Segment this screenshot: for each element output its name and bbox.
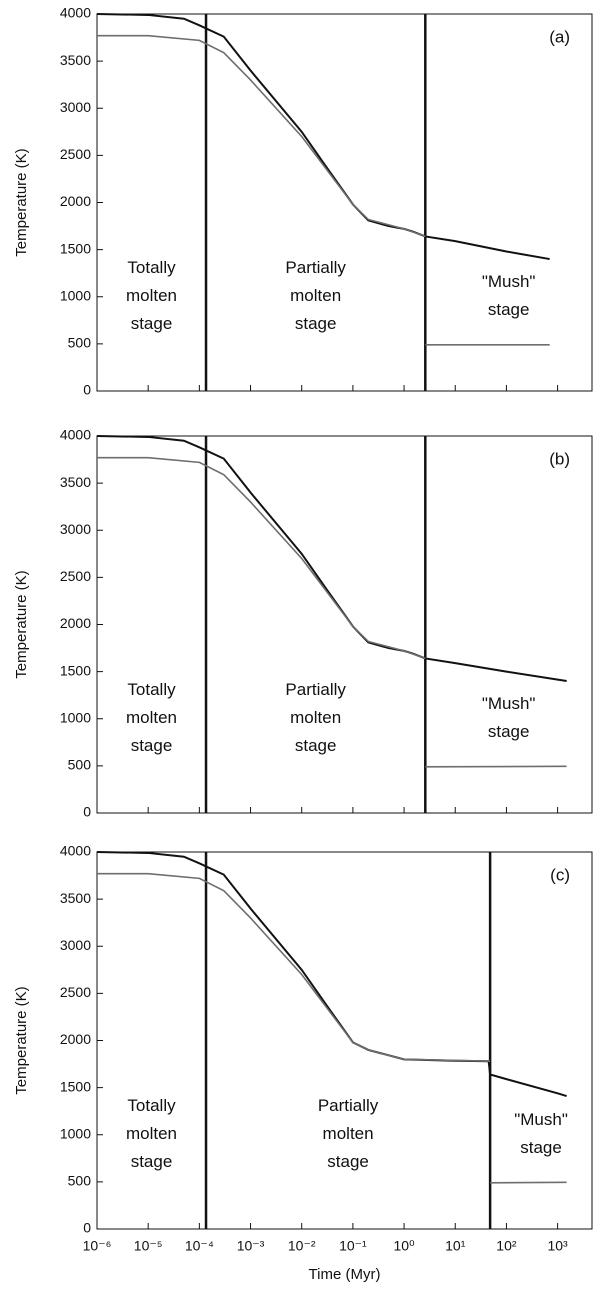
y-tick-label: 3000 [60, 99, 91, 115]
stage-label: stage [327, 1152, 369, 1171]
y-tick-label: 1000 [60, 287, 91, 303]
temperature-line [96, 13, 550, 261]
y-axis-title: Temperature (K) [13, 986, 30, 1094]
stage-label: stage [131, 1152, 173, 1171]
temperature-line [97, 456, 426, 660]
stage-label: stage [488, 722, 530, 741]
y-tick-label: 4000 [60, 427, 91, 443]
stage-label: Totally [127, 1096, 176, 1115]
x-tick-label: 10⁻⁴ [185, 1238, 214, 1254]
panel-label: (b) [549, 449, 570, 468]
temperature-line [96, 435, 567, 683]
x-tick-label: 10⁻⁶ [83, 1238, 112, 1254]
x-axis-title: Time (Myr) [309, 1266, 381, 1283]
y-tick-label: 0 [83, 382, 91, 398]
y-tick-label: 1500 [60, 240, 91, 256]
y-tick-label: 3500 [60, 52, 91, 68]
stage-label: molten [126, 708, 177, 727]
stage-label: stage [520, 1138, 562, 1157]
y-tick-label: 1500 [60, 662, 91, 678]
y-tick-label: 500 [68, 757, 92, 773]
y-tick-label: 500 [68, 1173, 92, 1189]
stage-label: "Mush" [482, 272, 536, 291]
y-tick-label: 2500 [60, 568, 91, 584]
plot-frame [96, 435, 593, 814]
plot-frame [96, 851, 593, 1230]
stage-label: Partially [285, 680, 346, 699]
y-tick-label: 3500 [60, 890, 91, 906]
stage-label: "Mush" [482, 694, 536, 713]
y-tick-label: 0 [83, 1220, 91, 1236]
y-tick-label: 2500 [60, 146, 91, 162]
stage-label: stage [131, 314, 173, 333]
temperature-line [97, 872, 491, 1063]
x-tick-label: 10¹ [445, 1238, 466, 1254]
stage-label: molten [290, 286, 341, 305]
y-axis-title: Temperature (K) [13, 570, 30, 678]
y-tick-label: 3000 [60, 937, 91, 953]
y-tick-label: 4000 [60, 843, 91, 859]
y-axis-title: Temperature (K) [13, 148, 30, 256]
y-tick-label: 3500 [60, 474, 91, 490]
x-tick-label: 10⁻² [288, 1238, 316, 1254]
stage-label: Partially [285, 258, 346, 277]
x-tick-label: 10⁻⁵ [134, 1238, 163, 1254]
stage-label: Totally [127, 258, 176, 277]
stage-label: stage [295, 314, 337, 333]
stage-label: stage [488, 300, 530, 319]
y-tick-label: 500 [68, 335, 92, 351]
panel-label: (a) [549, 27, 570, 46]
x-tick-label: 10⁻³ [237, 1238, 265, 1254]
panel-label: (c) [550, 865, 570, 884]
y-tick-label: 4000 [60, 5, 91, 21]
stage-label: stage [131, 736, 173, 755]
stage-label: Totally [127, 680, 176, 699]
temperature-line [97, 34, 426, 238]
x-tick-label: 10⁻¹ [339, 1238, 367, 1254]
stage-label: stage [295, 736, 337, 755]
stage-label: molten [126, 286, 177, 305]
y-tick-label: 1000 [60, 1125, 91, 1141]
stage-label: Partially [318, 1096, 379, 1115]
y-tick-label: 2000 [60, 1031, 91, 1047]
y-tick-label: 3000 [60, 521, 91, 537]
stage-label: molten [126, 1124, 177, 1143]
x-tick-label: 10² [496, 1238, 517, 1254]
plot-frame [96, 13, 593, 392]
x-tick-label: 10³ [547, 1238, 568, 1254]
temperature-line [96, 851, 567, 1098]
y-tick-label: 1000 [60, 709, 91, 725]
y-tick-label: 2000 [60, 193, 91, 209]
stage-label: molten [323, 1124, 374, 1143]
y-tick-label: 2500 [60, 984, 91, 1000]
stage-label: "Mush" [514, 1110, 568, 1129]
y-tick-label: 0 [83, 804, 91, 820]
x-tick-label: 10⁰ [393, 1238, 415, 1254]
y-tick-label: 1500 [60, 1078, 91, 1094]
stage-label: molten [290, 708, 341, 727]
y-tick-label: 2000 [60, 615, 91, 631]
